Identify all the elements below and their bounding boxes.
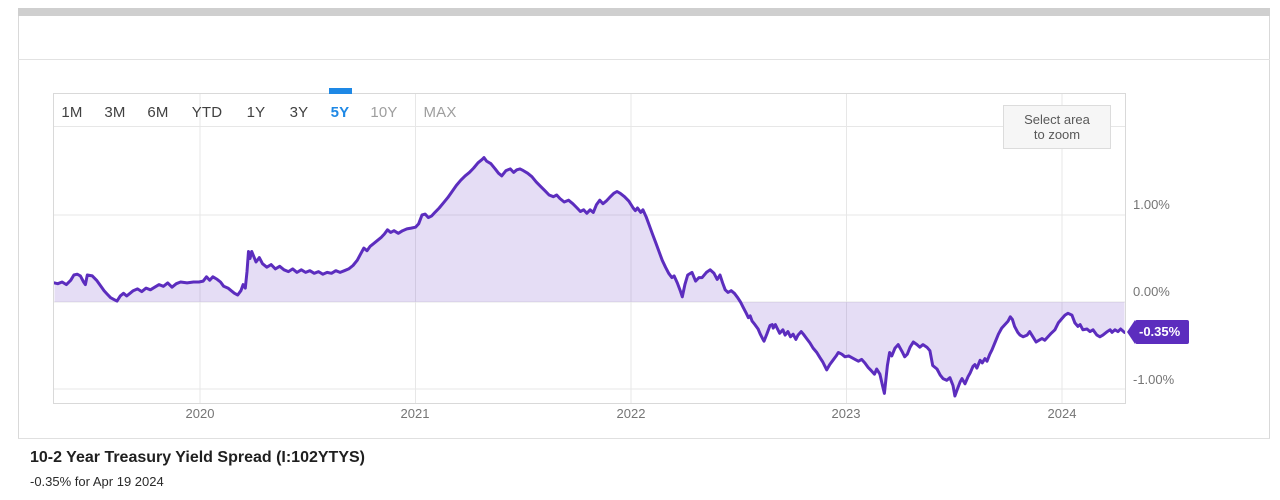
x-axis-label-2021: 2021 xyxy=(400,406,430,421)
y-axis-label-1: 1.00% xyxy=(1133,197,1170,212)
range-button-5y[interactable]: 5Y xyxy=(330,104,350,121)
y-axis-label-neg1: -1.00% xyxy=(1133,372,1175,387)
x-axis-label-2022: 2022 xyxy=(616,406,646,421)
y-axis-label-0: 0.00% xyxy=(1133,284,1170,299)
x-axis-label-2020: 2020 xyxy=(185,406,215,421)
x-axis-label-2023: 2023 xyxy=(831,406,861,421)
header-divider xyxy=(18,59,1270,60)
area-chart xyxy=(54,94,1125,403)
range-button-max[interactable]: MAX xyxy=(423,104,457,121)
range-button-1y[interactable]: 1Y xyxy=(246,104,266,121)
range-button-3y[interactable]: 3Y xyxy=(289,104,309,121)
range-button-1m[interactable]: 1M xyxy=(61,104,83,121)
zoom-hint-line1: Select area xyxy=(1024,112,1090,127)
range-button-6m[interactable]: 6M xyxy=(147,104,169,121)
range-button-3m[interactable]: 3M xyxy=(104,104,126,121)
active-range-indicator xyxy=(329,88,352,94)
chart-subtitle: -0.35% for Apr 19 2024 xyxy=(30,474,164,489)
range-button-ytd[interactable]: YTD xyxy=(191,104,223,121)
top-scrollbar[interactable] xyxy=(18,8,1270,16)
select-area-to-zoom-hint: Select area to zoom xyxy=(1003,105,1111,149)
chart-title: 10-2 Year Treasury Yield Spread (I:102YT… xyxy=(30,449,365,466)
zoom-hint-line2: to zoom xyxy=(1033,127,1081,142)
chart-plot-area[interactable] xyxy=(53,93,1126,404)
x-axis-label-2024: 2024 xyxy=(1047,406,1077,421)
last-value-badge: -0.35% xyxy=(1126,320,1190,344)
range-button-10y[interactable]: 10Y xyxy=(370,104,398,121)
range-row-divider xyxy=(54,126,1125,127)
